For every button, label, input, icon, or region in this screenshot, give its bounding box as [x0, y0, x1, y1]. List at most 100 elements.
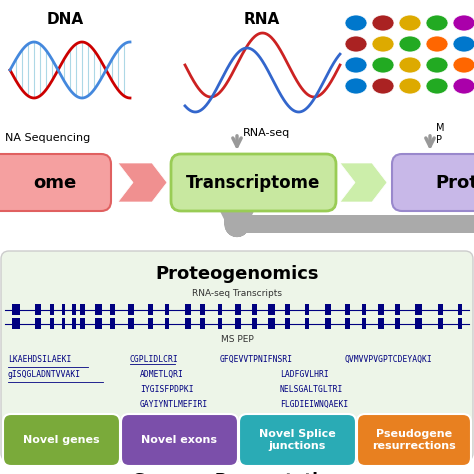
Ellipse shape — [453, 57, 474, 73]
Bar — [72, 304, 76, 315]
Ellipse shape — [372, 78, 394, 94]
Bar — [62, 318, 65, 329]
Bar — [35, 304, 41, 315]
Bar — [458, 304, 462, 315]
Bar — [72, 318, 76, 329]
Bar — [95, 304, 102, 315]
Bar — [148, 318, 153, 329]
Text: Proteogenomics: Proteogenomics — [155, 265, 319, 283]
Bar — [325, 318, 331, 329]
Bar — [378, 304, 384, 315]
Text: RNA-seq: RNA-seq — [243, 128, 290, 138]
Text: GFQEVVTPNIFNSRI: GFQEVVTPNIFNSRI — [220, 355, 293, 364]
Bar — [185, 318, 191, 329]
FancyBboxPatch shape — [171, 154, 336, 211]
Text: Prote: Prote — [435, 173, 474, 191]
Bar — [458, 318, 462, 329]
Ellipse shape — [426, 78, 448, 94]
Ellipse shape — [399, 15, 421, 31]
Bar — [12, 318, 20, 329]
Bar — [35, 318, 41, 329]
Text: LKAEHDSILAEKI: LKAEHDSILAEKI — [8, 355, 72, 364]
Text: DNA: DNA — [46, 12, 83, 27]
Bar — [218, 304, 222, 315]
FancyBboxPatch shape — [0, 154, 111, 211]
FancyBboxPatch shape — [121, 414, 238, 466]
Text: ADMETLQRI: ADMETLQRI — [140, 370, 184, 379]
Bar — [235, 318, 241, 329]
FancyBboxPatch shape — [1, 251, 473, 461]
Bar — [345, 304, 350, 315]
Bar — [395, 304, 400, 315]
Bar — [148, 304, 153, 315]
Bar — [415, 318, 422, 329]
Bar — [110, 304, 115, 315]
Ellipse shape — [372, 36, 394, 52]
Bar — [345, 318, 350, 329]
Ellipse shape — [345, 78, 367, 94]
Ellipse shape — [345, 15, 367, 31]
Bar — [80, 318, 85, 329]
Text: FLGDIEIWNQAEKI: FLGDIEIWNQAEKI — [280, 400, 348, 409]
Bar — [50, 304, 54, 315]
Bar — [268, 304, 275, 315]
Bar — [110, 318, 115, 329]
Text: CGPLIDLCRI: CGPLIDLCRI — [130, 355, 179, 364]
Ellipse shape — [345, 57, 367, 73]
Bar — [378, 318, 384, 329]
Bar — [438, 318, 443, 329]
Ellipse shape — [426, 57, 448, 73]
Polygon shape — [118, 163, 167, 202]
Text: MS PEP: MS PEP — [220, 336, 254, 345]
Text: Pseudogene
resurrections: Pseudogene resurrections — [372, 429, 456, 451]
Text: Genome Reannotation: Genome Reannotation — [132, 472, 342, 474]
Bar — [165, 318, 169, 329]
Bar — [200, 318, 205, 329]
Bar — [305, 304, 309, 315]
Bar — [218, 318, 222, 329]
Bar — [128, 304, 134, 315]
Bar — [252, 304, 257, 315]
Bar — [362, 318, 366, 329]
Text: LADFGVLHRI: LADFGVLHRI — [280, 370, 329, 379]
Ellipse shape — [399, 78, 421, 94]
Bar — [362, 304, 366, 315]
Bar — [62, 304, 65, 315]
Ellipse shape — [372, 15, 394, 31]
Text: RNA: RNA — [244, 12, 280, 27]
Text: Novel Splice
junctions: Novel Splice junctions — [259, 429, 336, 451]
Bar — [395, 318, 400, 329]
Bar — [325, 304, 331, 315]
Bar — [95, 318, 102, 329]
Bar — [185, 304, 191, 315]
Polygon shape — [340, 163, 387, 202]
Bar — [415, 304, 422, 315]
Text: RNA-seq Transcripts: RNA-seq Transcripts — [192, 290, 282, 299]
Text: GAYIYNTLMEFIRI: GAYIYNTLMEFIRI — [140, 400, 208, 409]
Bar — [50, 318, 54, 329]
Bar — [228, 215, 474, 233]
Ellipse shape — [453, 78, 474, 94]
Text: NA Sequencing: NA Sequencing — [5, 133, 90, 143]
Bar — [200, 304, 205, 315]
Bar — [12, 304, 20, 315]
Ellipse shape — [345, 36, 367, 52]
Text: gISQGLADNTVVAKI: gISQGLADNTVVAKI — [8, 370, 81, 379]
Ellipse shape — [453, 15, 474, 31]
Bar — [80, 304, 85, 315]
Bar — [438, 304, 443, 315]
FancyBboxPatch shape — [392, 154, 474, 211]
Ellipse shape — [372, 57, 394, 73]
FancyBboxPatch shape — [3, 414, 120, 466]
Bar — [285, 304, 290, 315]
FancyBboxPatch shape — [239, 414, 356, 466]
Text: Novel exons: Novel exons — [142, 435, 218, 445]
FancyBboxPatch shape — [357, 414, 471, 466]
Text: ome: ome — [33, 173, 77, 191]
Text: QVMVVPVGPTCDEYAQKI: QVMVVPVGPTCDEYAQKI — [345, 355, 433, 364]
Text: Novel genes: Novel genes — [23, 435, 100, 445]
Bar — [268, 318, 275, 329]
Bar — [128, 318, 134, 329]
Bar — [305, 318, 309, 329]
Bar — [285, 318, 290, 329]
